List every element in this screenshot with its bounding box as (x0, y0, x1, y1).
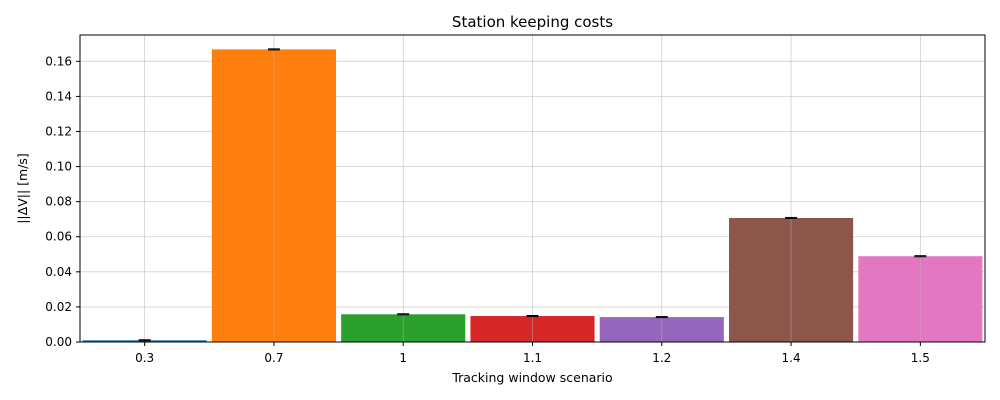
x-tick-label: 0.7 (264, 351, 283, 365)
y-tick-label: 0.06 (45, 230, 72, 244)
y-axis-label: ||ΔV|| [m/s] (15, 153, 30, 224)
y-tick-label: 0.16 (45, 54, 72, 68)
x-tick-label: 1.4 (782, 351, 801, 365)
y-tick-label: 0.02 (45, 300, 72, 314)
y-tick-label: 0.10 (45, 160, 72, 174)
x-tick-label: 1.2 (652, 351, 671, 365)
y-axis-ticks: 0.00 0.02 0.04 0.06 0.08 0.10 0.12 0.14 0.16 (45, 54, 80, 349)
x-tick-label: 1.1 (523, 351, 542, 365)
x-gridlines (144, 35, 921, 342)
y-tick-label: 0.04 (45, 265, 72, 279)
x-tick-label: 1.5 (911, 351, 930, 365)
y-tick-label: 0.14 (45, 89, 72, 103)
x-axis-label: Tracking window scenario (451, 370, 612, 385)
x-axis-ticks: 0.3 0.7 1 1.1 1.2 1.4 1.5 (135, 342, 930, 365)
y-tick-label: 0.08 (45, 195, 72, 209)
chart-title: Station keeping costs (452, 13, 613, 31)
error-bars (138, 48, 927, 342)
x-tick-label: 0.3 (135, 351, 154, 365)
y-tick-label: 0.12 (45, 124, 72, 138)
x-tick-label: 1 (399, 351, 407, 365)
y-tick-label: 0.00 (45, 335, 72, 349)
